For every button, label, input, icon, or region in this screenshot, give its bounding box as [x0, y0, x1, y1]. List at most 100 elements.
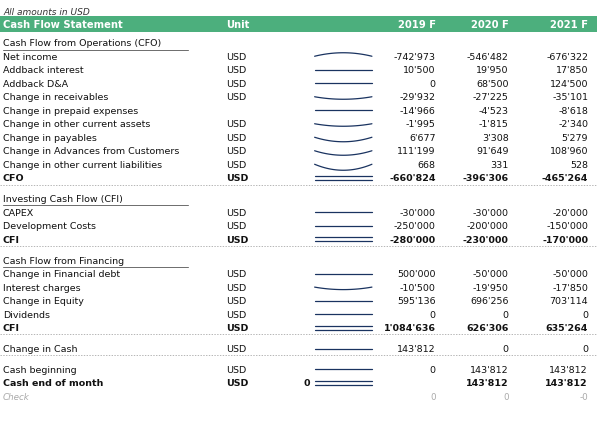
Text: -280'000: -280'000: [390, 235, 436, 244]
Text: Cash beginning: Cash beginning: [3, 365, 76, 374]
Text: Net income: Net income: [3, 52, 57, 61]
Text: USD: USD: [226, 344, 246, 353]
Text: 2021 F: 2021 F: [550, 20, 588, 30]
Text: -250'000: -250'000: [394, 221, 436, 230]
Text: CAPEX: CAPEX: [3, 208, 34, 217]
Text: -660'824: -660'824: [389, 174, 436, 183]
Text: 143'812: 143'812: [466, 378, 509, 387]
Text: Change in Financial debt: Change in Financial debt: [3, 270, 120, 279]
Text: 500'000: 500'000: [398, 270, 436, 279]
Text: Change in payables: Change in payables: [3, 133, 97, 142]
Text: 635'264: 635'264: [546, 323, 588, 332]
Text: Cash Flow from Financing: Cash Flow from Financing: [3, 256, 124, 265]
Text: -14'966: -14'966: [400, 107, 436, 116]
Text: CFO: CFO: [3, 174, 24, 183]
Text: USD: USD: [226, 221, 246, 230]
Text: USD: USD: [226, 270, 246, 279]
Text: -676'322: -676'322: [546, 52, 588, 61]
Text: Change in Equity: Change in Equity: [3, 296, 84, 305]
Text: USD: USD: [226, 120, 246, 129]
Text: -465'264: -465'264: [541, 174, 588, 183]
Text: 143'812: 143'812: [470, 365, 509, 374]
Text: 0: 0: [503, 344, 509, 353]
Text: 111'199: 111'199: [398, 147, 436, 156]
Text: USD: USD: [226, 365, 246, 374]
Text: -1'815: -1'815: [479, 120, 509, 129]
Text: CFI: CFI: [3, 235, 20, 244]
Text: USD: USD: [226, 52, 246, 61]
Text: 68'500: 68'500: [476, 80, 509, 89]
Text: USD: USD: [226, 323, 248, 332]
Text: USD: USD: [226, 208, 246, 217]
Text: Cash Flow Statement: Cash Flow Statement: [3, 20, 123, 30]
Text: 17'850: 17'850: [556, 66, 588, 75]
Text: Development Costs: Development Costs: [3, 221, 96, 230]
Text: 3'308: 3'308: [482, 133, 509, 142]
Text: 108'960: 108'960: [550, 147, 588, 156]
Text: -2'340: -2'340: [558, 120, 588, 129]
Text: 595'136: 595'136: [397, 296, 436, 305]
Text: CFI: CFI: [3, 323, 20, 332]
Text: -200'000: -200'000: [467, 221, 509, 230]
Text: 668: 668: [418, 160, 436, 169]
Text: 0: 0: [503, 310, 509, 319]
Text: 6'677: 6'677: [410, 133, 436, 142]
Text: 331: 331: [490, 160, 509, 169]
Text: 2020 F: 2020 F: [471, 20, 509, 30]
Text: 0: 0: [303, 378, 310, 387]
Text: 10'500: 10'500: [404, 66, 436, 75]
Text: -742'973: -742'973: [394, 52, 436, 61]
Text: 0: 0: [503, 392, 509, 401]
Text: -30'000: -30'000: [473, 208, 509, 217]
Text: USD: USD: [226, 296, 246, 305]
Text: -546'482: -546'482: [467, 52, 509, 61]
Text: 0: 0: [430, 392, 436, 401]
Bar: [0, 17, 597, 33]
Text: 19'950: 19'950: [476, 66, 509, 75]
Text: 0: 0: [430, 80, 436, 89]
Text: Addback D&A: Addback D&A: [3, 80, 68, 89]
Text: -396'306: -396'306: [463, 174, 509, 183]
Text: -27'225: -27'225: [473, 93, 509, 102]
Text: USD: USD: [226, 147, 246, 156]
Text: -19'950: -19'950: [473, 283, 509, 292]
Text: 124'500: 124'500: [550, 80, 588, 89]
Text: Change in Advances from Customers: Change in Advances from Customers: [3, 147, 179, 156]
Text: 0: 0: [430, 365, 436, 374]
Text: 0: 0: [430, 310, 436, 319]
Text: Cash Flow from Operations (CFO): Cash Flow from Operations (CFO): [3, 39, 161, 48]
Text: -0: -0: [579, 392, 588, 401]
Text: -30'000: -30'000: [400, 208, 436, 217]
Text: USD: USD: [226, 378, 248, 387]
Text: 5'279: 5'279: [562, 133, 588, 142]
Text: -50'000: -50'000: [552, 270, 588, 279]
Text: -170'000: -170'000: [542, 235, 588, 244]
Text: Check: Check: [3, 392, 30, 401]
Text: USD: USD: [226, 133, 246, 142]
Text: -20'000: -20'000: [552, 208, 588, 217]
Text: Dividends: Dividends: [3, 310, 50, 319]
Text: 703'114: 703'114: [549, 296, 588, 305]
Text: USD: USD: [226, 80, 246, 89]
Text: 626'306: 626'306: [466, 323, 509, 332]
Text: -8'618: -8'618: [558, 107, 588, 116]
Text: Addback interest: Addback interest: [3, 66, 84, 75]
Text: USD: USD: [226, 66, 246, 75]
Text: -29'932: -29'932: [400, 93, 436, 102]
Text: Change in other current assets: Change in other current assets: [3, 120, 150, 129]
Text: -35'101: -35'101: [552, 93, 588, 102]
Text: -17'850: -17'850: [552, 283, 588, 292]
Text: Change in receivables: Change in receivables: [3, 93, 109, 102]
Text: 0: 0: [582, 344, 588, 353]
Text: USD: USD: [226, 93, 246, 102]
Text: USD: USD: [226, 174, 248, 183]
Text: -4'523: -4'523: [479, 107, 509, 116]
Text: 143'812: 143'812: [546, 378, 588, 387]
Text: Interest charges: Interest charges: [3, 283, 81, 292]
Text: Change in Cash: Change in Cash: [3, 344, 78, 353]
Text: -50'000: -50'000: [473, 270, 509, 279]
Text: All amounts in USD: All amounts in USD: [3, 8, 90, 17]
Text: 143'812: 143'812: [397, 344, 436, 353]
Text: Change in other current liabilities: Change in other current liabilities: [3, 160, 162, 169]
Text: USD: USD: [226, 283, 246, 292]
